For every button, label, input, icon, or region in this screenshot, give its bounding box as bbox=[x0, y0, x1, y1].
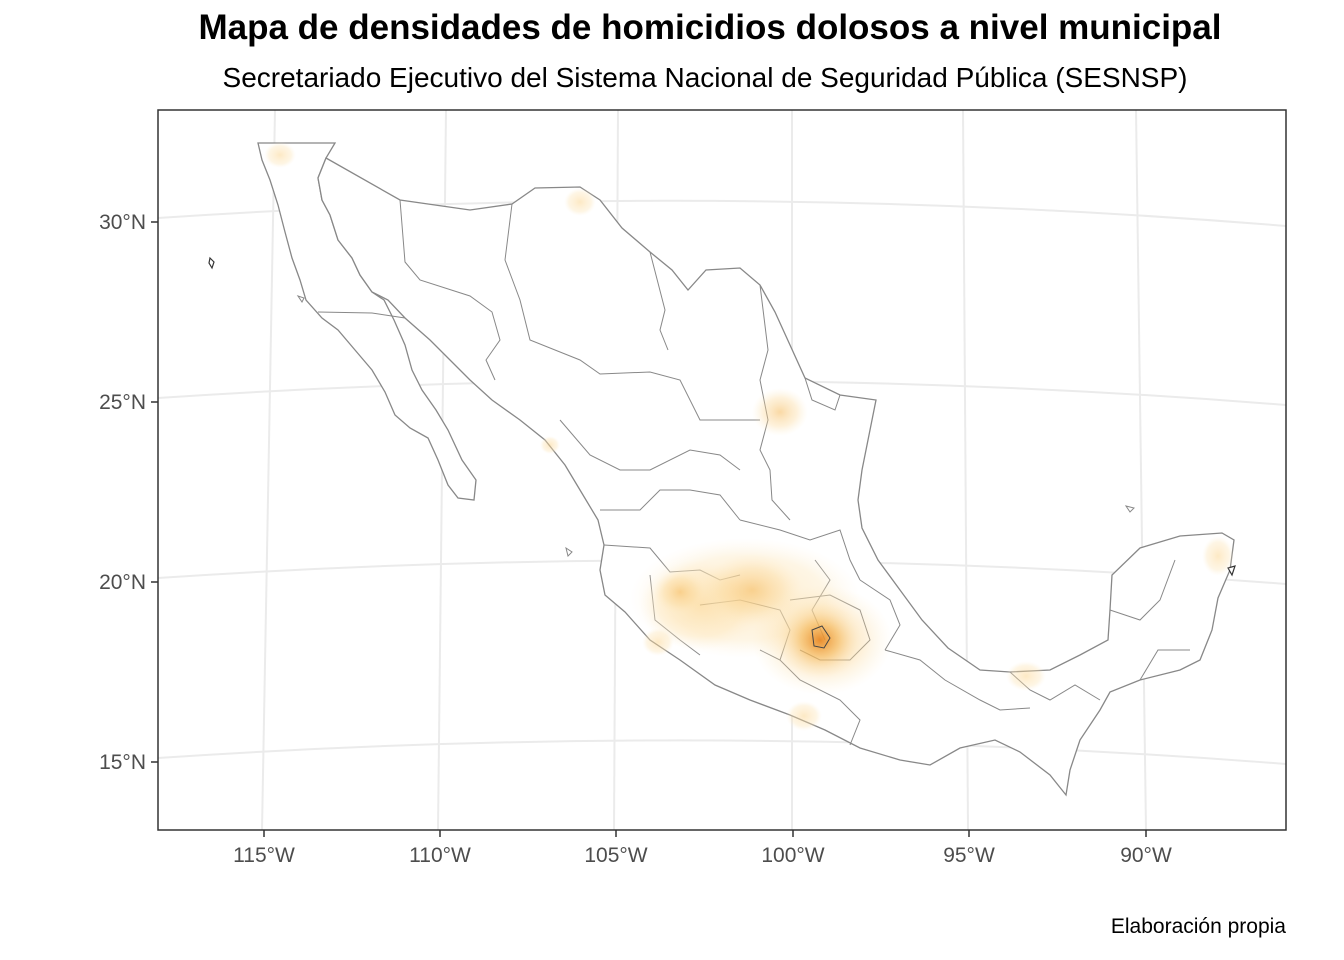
lat-tick-label: 30°N bbox=[99, 211, 146, 234]
map-title: Mapa de densidades de homicidios dolosos… bbox=[198, 8, 1222, 47]
density-juarez bbox=[564, 188, 596, 216]
island bbox=[208, 256, 215, 270]
lat-tick-label: 15°N bbox=[99, 751, 146, 774]
density-monterrey bbox=[752, 388, 808, 436]
density-guadalajara bbox=[654, 570, 706, 614]
lon-tick-label: 110°W bbox=[409, 844, 471, 867]
island bbox=[1124, 505, 1135, 513]
cdmx-border bbox=[811, 625, 831, 649]
island bbox=[296, 295, 305, 303]
density-acapulco bbox=[786, 701, 822, 731]
density-layer bbox=[264, 142, 1234, 731]
axis-ticks bbox=[151, 221, 1147, 837]
lon-tick-label: 95°W bbox=[943, 844, 995, 867]
density-colima bbox=[642, 628, 674, 656]
plot-frame bbox=[157, 109, 1287, 831]
density-cancun bbox=[1202, 536, 1234, 576]
map-subtitle: Secretariado Ejecutivo del Sistema Nacio… bbox=[222, 62, 1188, 93]
island bbox=[565, 546, 573, 557]
mainland-mexico bbox=[317, 157, 1235, 797]
lat-tick-label: 20°N bbox=[99, 571, 146, 594]
lat-tick-label: 25°N bbox=[99, 391, 146, 414]
density-cdmx bbox=[778, 602, 862, 678]
density-culiacan bbox=[540, 436, 560, 454]
density-tijuana bbox=[264, 142, 296, 168]
lon-tick-label: 115°W bbox=[233, 844, 295, 867]
lon-tick-label: 90°W bbox=[1120, 844, 1172, 867]
lon-tick-label: 100°W bbox=[761, 844, 824, 867]
density-tabasco bbox=[1006, 661, 1046, 691]
lon-tick-label: 105°W bbox=[584, 844, 647, 867]
map-caption: Elaboración propia bbox=[1110, 915, 1286, 938]
